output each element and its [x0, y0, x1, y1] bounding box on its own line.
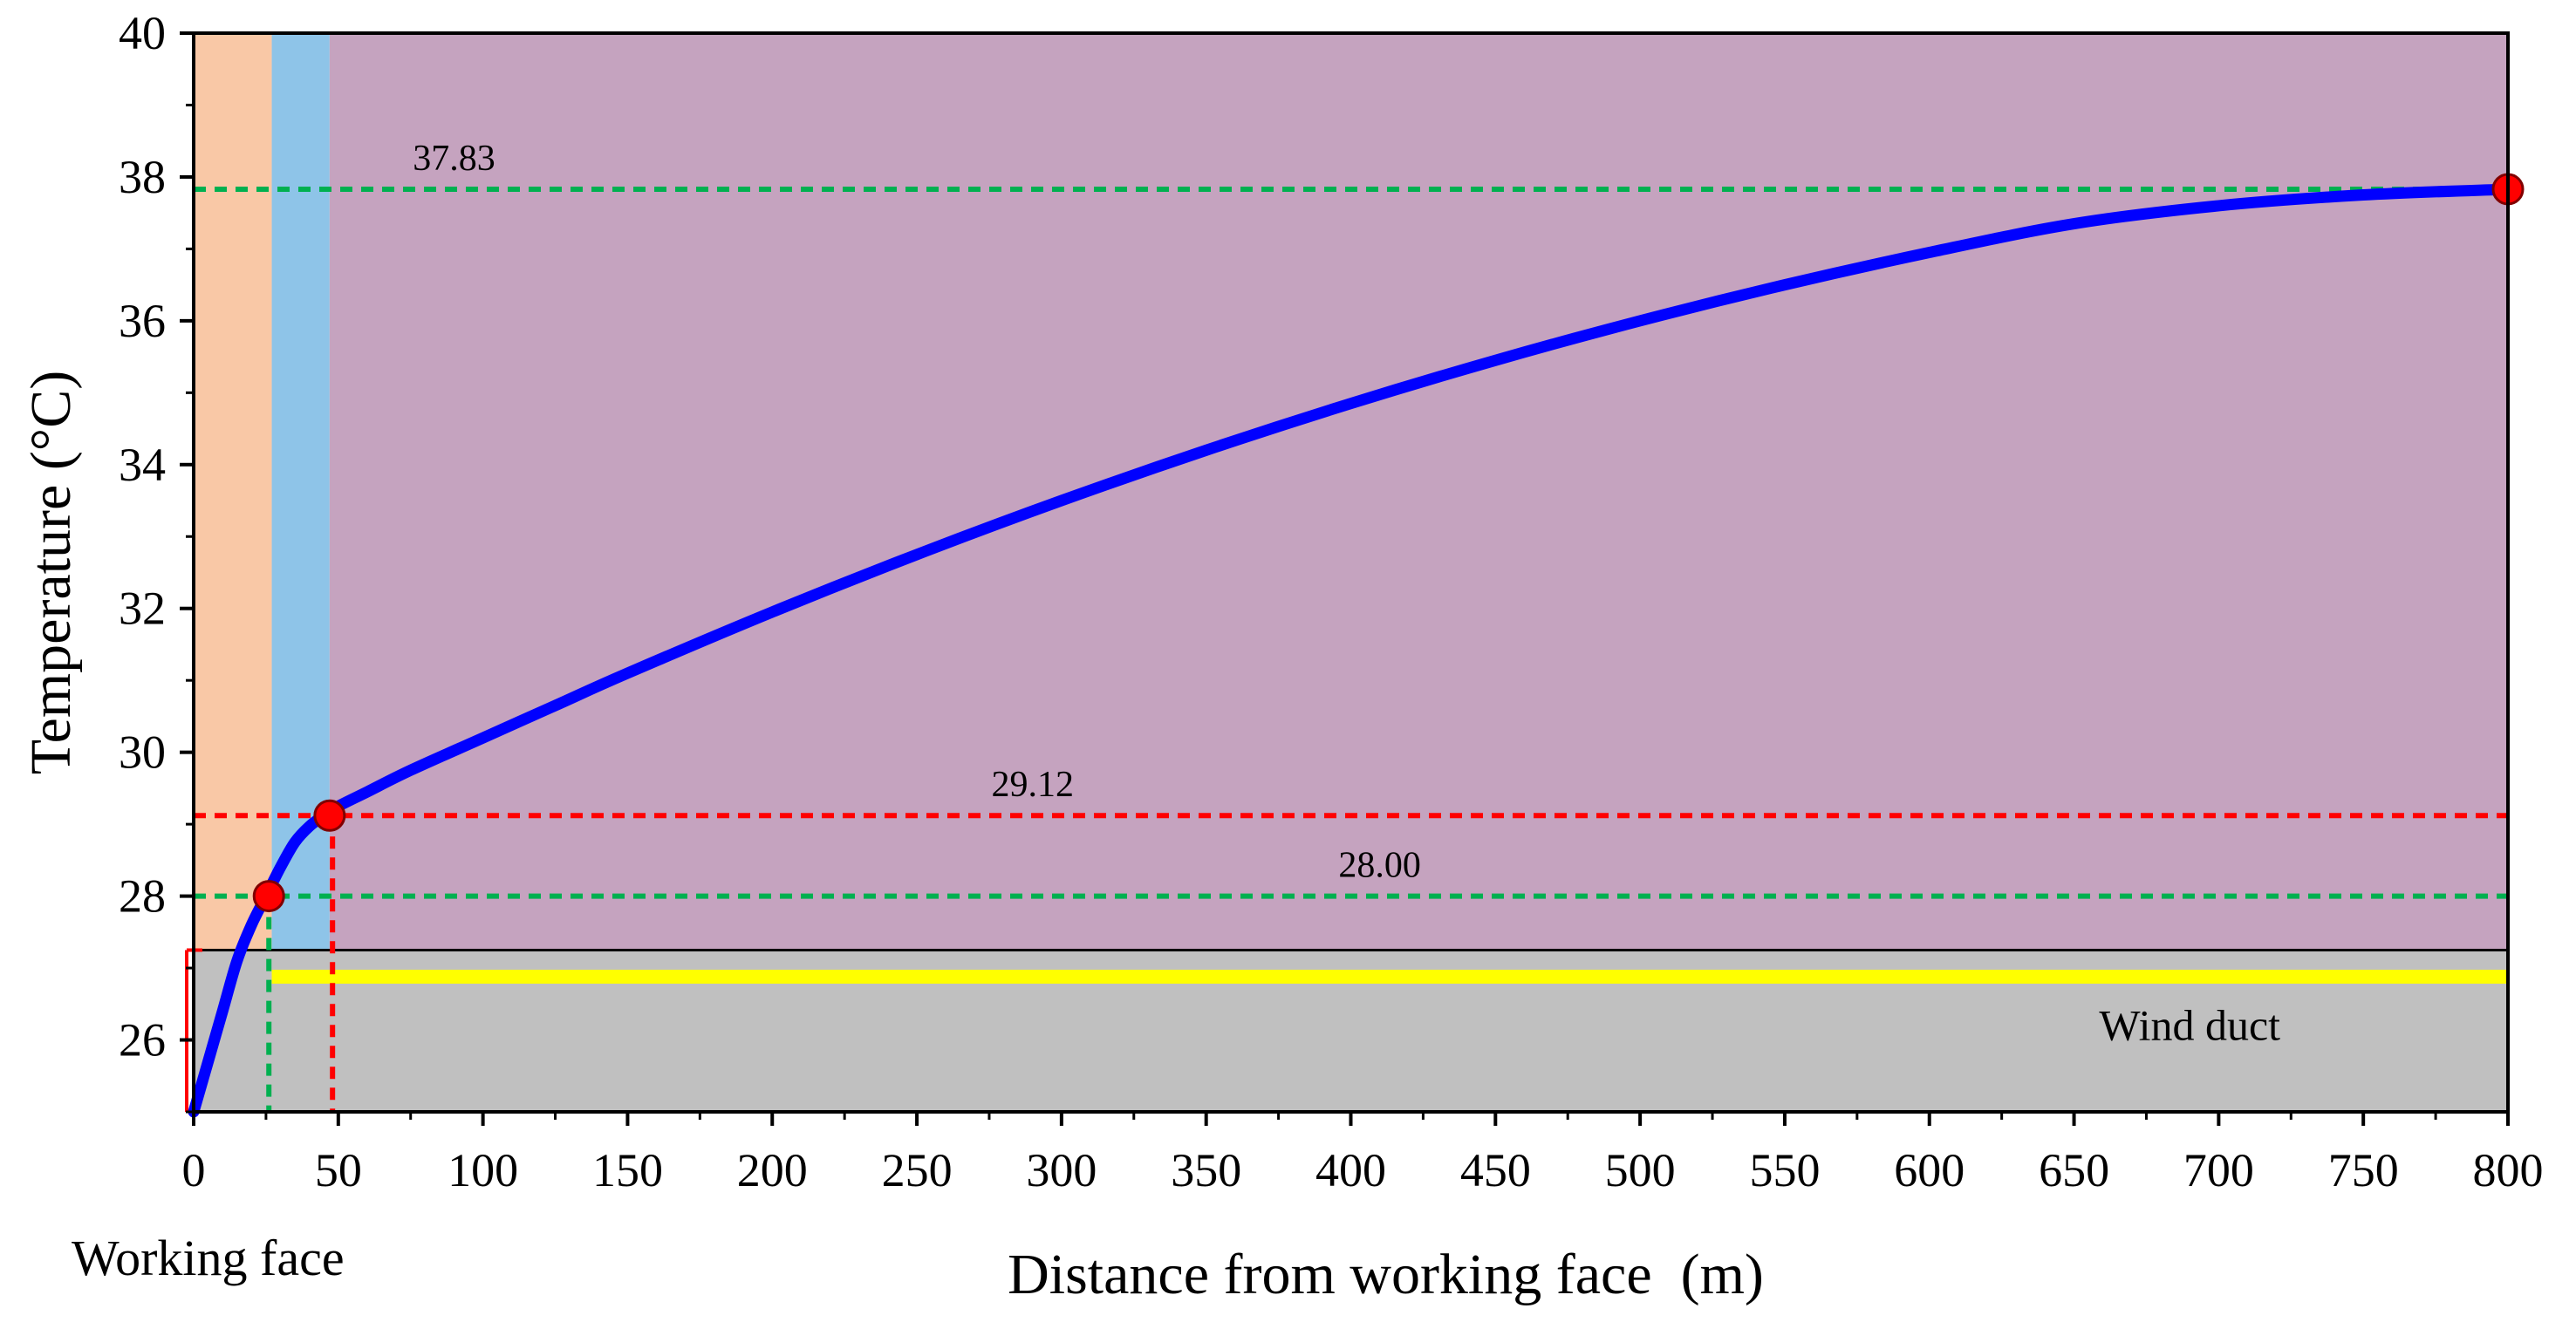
- tick-labels: 0 50 100 150 200 250 300 350 400 450 500 550 600 650 7…: [119, 7, 2544, 1196]
- x-tick-label-12: 600: [1894, 1144, 1964, 1196]
- y-tick-label-2: 30: [119, 726, 166, 779]
- ref-line-label-0: 37.83: [413, 139, 495, 179]
- y-axis-title: Temperature (°C): [19, 371, 83, 774]
- y-tick-label-4: 34: [119, 439, 166, 491]
- x-tick-label-9: 450: [1460, 1144, 1531, 1196]
- x-tick-label-15: 750: [2328, 1144, 2399, 1196]
- x-tick-label-0: 0: [182, 1144, 206, 1196]
- band-0: [194, 33, 272, 1112]
- x-tick-label-2: 100: [448, 1144, 518, 1196]
- series-layer: [188, 183, 2514, 1118]
- y-tick-label-7: 40: [119, 7, 166, 59]
- ref-line-label-2: 28.00: [1338, 846, 1421, 886]
- ref-line-label-1: 29.12: [991, 765, 1074, 805]
- x-axis-title: Distance from working face (m): [1008, 1243, 1764, 1306]
- data-marker-0: [252, 880, 285, 913]
- series-line-0: [188, 183, 2514, 1118]
- wind-duct-region: [185, 948, 2508, 1112]
- x-tick-label-10: 500: [1605, 1144, 1676, 1196]
- y-tick-label-0: 26: [119, 1014, 166, 1067]
- x-tick-label-7: 350: [1171, 1144, 1241, 1196]
- x-tick-label-16: 800: [2473, 1144, 2544, 1196]
- x-tick-label-6: 300: [1026, 1144, 1097, 1196]
- x-tick-label-11: 550: [1749, 1144, 1820, 1196]
- wind-duct-label: Wind duct: [2099, 1001, 2280, 1050]
- x-tick-label-13: 650: [2039, 1144, 2109, 1196]
- x-tick-label-1: 50: [315, 1144, 362, 1196]
- reference-lines: 37.83 29.12 28.00: [194, 139, 2508, 1112]
- working-face-label: Working face: [72, 1230, 345, 1286]
- band-1: [271, 33, 330, 1112]
- x-tick-label-5: 250: [882, 1144, 953, 1196]
- x-tick-label-4: 200: [737, 1144, 808, 1196]
- data-marker-1: [313, 799, 346, 832]
- y-tick-label-3: 32: [119, 583, 166, 635]
- y-tick-label-1: 28: [119, 870, 166, 923]
- y-tick-label-5: 36: [119, 295, 166, 347]
- x-tick-label-8: 400: [1315, 1144, 1386, 1196]
- x-tick-label-3: 150: [592, 1144, 663, 1196]
- axis-ticks: [180, 31, 2510, 1126]
- x-tick-label-14: 700: [2183, 1144, 2254, 1196]
- y-tick-label-6: 38: [119, 151, 166, 203]
